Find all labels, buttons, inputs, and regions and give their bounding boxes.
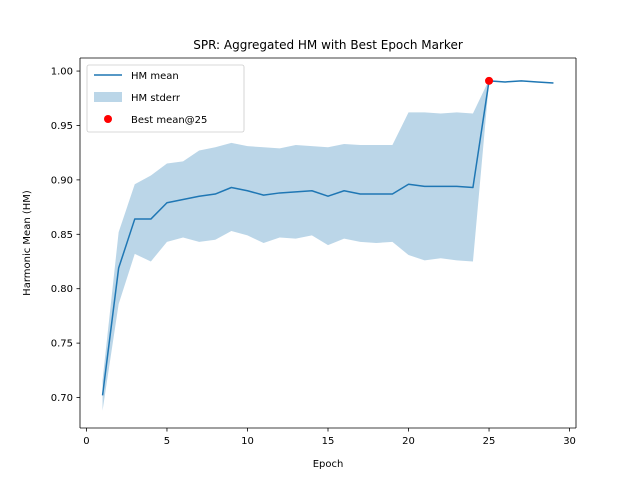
x-axis-ticks: 0 5 10 15 20 25 30 [83, 428, 576, 447]
legend-point-swatch [104, 115, 112, 123]
x-tick-label: 30 [563, 436, 576, 447]
legend-label-stderr: HM stderr [131, 93, 181, 104]
x-tick-label: 10 [241, 436, 254, 447]
y-tick-label: 0.70 [51, 393, 73, 404]
y-tick-label: 0.80 [51, 284, 73, 295]
x-tick-label: 15 [322, 436, 335, 447]
x-tick-label: 5 [164, 436, 170, 447]
x-axis-label: Epoch [313, 459, 344, 470]
legend-frame [86, 64, 245, 133]
y-axis-label: Harmonic Mean (HM) [22, 190, 33, 296]
legend-band-swatch [94, 92, 122, 102]
y-tick-label: 0.85 [51, 230, 73, 241]
chart-title: SPR: Aggregated HM with Best Epoch Marke… [193, 38, 463, 52]
stderr-band [102, 79, 554, 411]
legend: HM mean HM stderr Best mean@25 [86, 64, 245, 133]
legend-label-mean: HM mean [131, 71, 179, 82]
best-epoch-marker [485, 76, 494, 85]
x-tick-label: 20 [402, 436, 415, 447]
y-axis-ticks: 0.70 0.75 0.80 0.85 0.90 0.95 1.00 [51, 67, 80, 404]
x-tick-label: 25 [483, 436, 496, 447]
legend-label-best: Best mean@25 [131, 115, 207, 126]
x-tick-label: 0 [83, 436, 89, 447]
y-tick-label: 0.75 [51, 339, 73, 350]
y-tick-label: 0.90 [51, 175, 73, 186]
y-tick-label: 0.95 [51, 121, 73, 132]
hm-mean-line [101, 80, 554, 396]
best-epoch-markers [485, 76, 494, 85]
y-tick-label: 1.00 [51, 67, 73, 78]
